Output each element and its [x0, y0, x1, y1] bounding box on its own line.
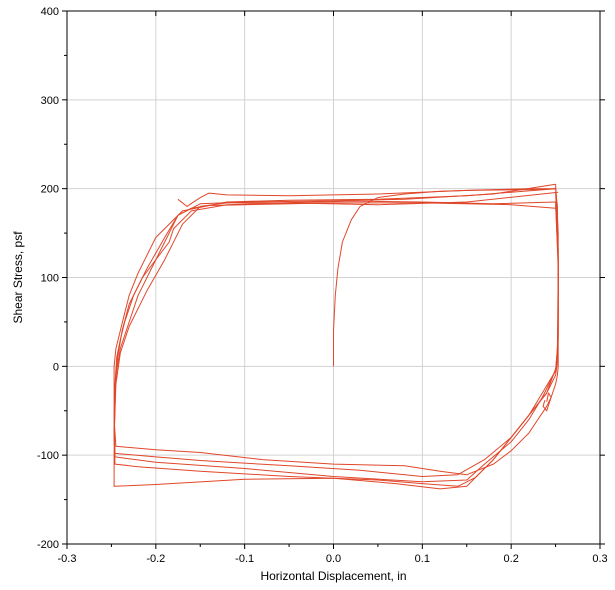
series-line-6: [113, 191, 559, 490]
y-tick-label: 100: [41, 273, 59, 285]
series-line-8: [542, 392, 552, 412]
axis-ticks: [62, 10, 605, 549]
y-tick-label: 400: [41, 6, 59, 18]
y-tick-label: -100: [37, 450, 59, 462]
x-tick-label: 0.1: [415, 553, 430, 565]
y-tick-label: 200: [41, 184, 59, 196]
series-line-2: [113, 188, 559, 476]
series-line-4: [113, 202, 559, 483]
series-group: [113, 183, 559, 490]
x-tick-label: 0.3: [592, 553, 607, 565]
x-axis-title: Horizontal Displacement, in: [260, 569, 406, 583]
x-tick-label: -0.3: [58, 553, 77, 565]
y-axis-title: Shear Stress, psf: [11, 231, 25, 324]
x-tick-label: 0.2: [504, 553, 519, 565]
y-tick-label: -200: [37, 539, 59, 551]
x-tick-label: -0.1: [235, 553, 254, 565]
tick-labels: -0.3 -0.2 -0.1 0.0 0.1 0.2 0.3 -200 -100 0 100 200 3…: [37, 6, 608, 565]
y-tick-label: 0: [53, 361, 59, 373]
x-tick-label: -0.2: [146, 553, 165, 565]
series-line-5: [113, 200, 559, 487]
x-tick-label: 0.0: [326, 553, 341, 565]
y-tick-label: 300: [41, 95, 59, 107]
grid: [67, 11, 600, 544]
series-line-7: [177, 188, 556, 207]
